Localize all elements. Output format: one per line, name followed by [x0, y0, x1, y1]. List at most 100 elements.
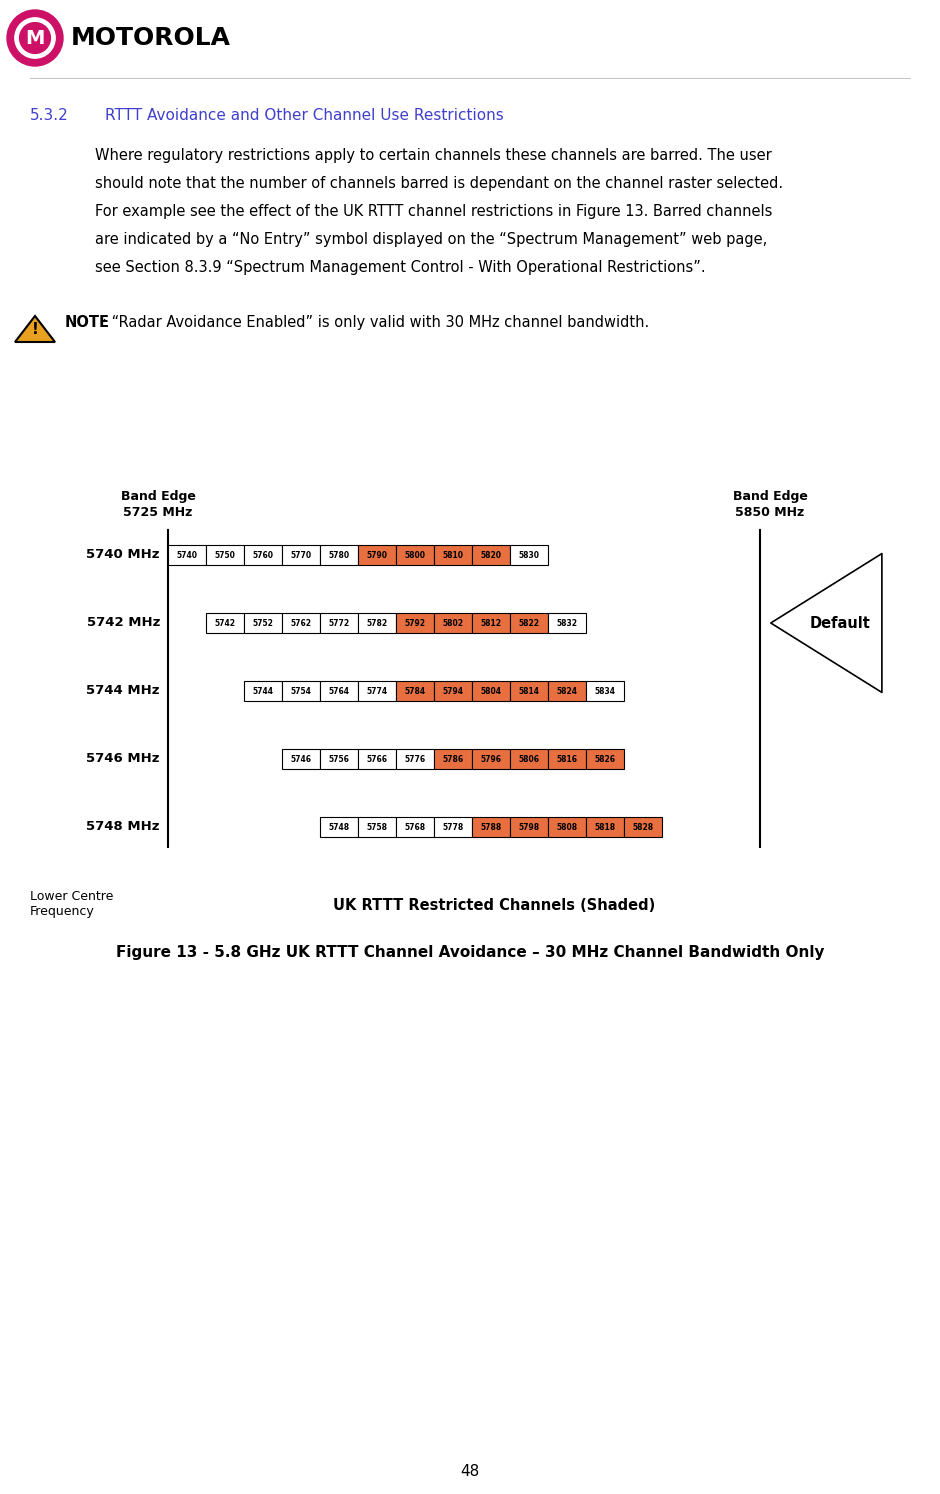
Text: 5760: 5760 — [253, 550, 274, 559]
Text: 5804: 5804 — [480, 687, 502, 696]
Bar — [434, 748, 472, 769]
Text: 5816: 5816 — [556, 754, 577, 763]
Polygon shape — [15, 317, 55, 342]
Bar — [358, 817, 396, 837]
Text: MOTOROLA: MOTOROLA — [71, 25, 231, 49]
Bar — [244, 545, 282, 565]
Bar — [434, 545, 472, 565]
Bar — [282, 748, 320, 769]
Text: 5782: 5782 — [367, 619, 387, 627]
Text: 5762: 5762 — [290, 619, 311, 627]
Text: : “Radar Avoidance Enabled” is only valid with 30 MHz channel bandwidth.: : “Radar Avoidance Enabled” is only vali… — [102, 315, 650, 330]
Text: 5750: 5750 — [214, 550, 235, 559]
Bar — [434, 681, 472, 701]
Text: 5744 MHz: 5744 MHz — [86, 684, 160, 698]
Text: 5796: 5796 — [480, 754, 502, 763]
Text: 5808: 5808 — [556, 823, 577, 832]
Circle shape — [20, 22, 51, 54]
Text: Band Edge: Band Edge — [120, 490, 196, 503]
Bar — [396, 613, 434, 633]
Bar — [396, 545, 434, 565]
Bar — [624, 817, 662, 837]
Text: 5784: 5784 — [404, 687, 426, 696]
Bar — [548, 681, 586, 701]
Bar — [320, 817, 358, 837]
Bar — [548, 817, 586, 837]
Text: 5790: 5790 — [367, 550, 387, 559]
Bar — [282, 613, 320, 633]
Text: 5814: 5814 — [519, 687, 540, 696]
Bar — [586, 748, 624, 769]
Text: 48: 48 — [461, 1464, 479, 1479]
Text: 5812: 5812 — [480, 619, 502, 627]
Text: !: ! — [32, 323, 39, 338]
Bar — [320, 613, 358, 633]
Bar — [358, 748, 396, 769]
Bar — [358, 681, 396, 701]
Bar — [586, 817, 624, 837]
Text: 5746: 5746 — [290, 754, 311, 763]
Text: see Section 8.3.9 “Spectrum Management Control - With Operational Restrictions”.: see Section 8.3.9 “Spectrum Management C… — [95, 260, 706, 275]
Bar — [510, 817, 548, 837]
Text: 5754: 5754 — [290, 687, 311, 696]
Text: 5.3.2: 5.3.2 — [30, 108, 69, 123]
Text: 5834: 5834 — [594, 687, 616, 696]
Text: 5742: 5742 — [214, 619, 236, 627]
Text: 5830: 5830 — [519, 550, 540, 559]
Text: 5802: 5802 — [443, 619, 463, 627]
Text: 5740: 5740 — [177, 550, 197, 559]
Text: 5756: 5756 — [329, 754, 350, 763]
Text: 5746 MHz: 5746 MHz — [86, 753, 160, 765]
Text: 5742 MHz: 5742 MHz — [86, 617, 160, 629]
Bar — [358, 545, 396, 565]
Bar — [510, 613, 548, 633]
Text: 5752: 5752 — [253, 619, 274, 627]
Circle shape — [15, 18, 55, 58]
Bar — [320, 681, 358, 701]
Bar — [206, 545, 244, 565]
Text: 5786: 5786 — [443, 754, 463, 763]
Bar — [434, 817, 472, 837]
Bar — [472, 681, 510, 701]
Text: 5780: 5780 — [328, 550, 350, 559]
Bar — [320, 748, 358, 769]
Text: Figure 13 - 5.8 GHz UK RTTT Channel Avoidance – 30 MHz Channel Bandwidth Only: Figure 13 - 5.8 GHz UK RTTT Channel Avoi… — [116, 946, 824, 961]
Text: NOTE: NOTE — [65, 315, 110, 330]
Bar — [434, 613, 472, 633]
Text: 5748 MHz: 5748 MHz — [86, 820, 160, 834]
Text: 5774: 5774 — [367, 687, 387, 696]
Bar — [510, 748, 548, 769]
Text: 5748: 5748 — [328, 823, 350, 832]
Text: Where regulatory restrictions apply to certain channels these channels are barre: Where regulatory restrictions apply to c… — [95, 148, 772, 163]
Text: 5725 MHz: 5725 MHz — [123, 506, 193, 518]
Bar — [168, 545, 206, 565]
Text: should note that the number of channels barred is dependant on the channel raste: should note that the number of channels … — [95, 176, 783, 191]
Text: 5826: 5826 — [594, 754, 616, 763]
Bar — [548, 748, 586, 769]
Text: 5772: 5772 — [328, 619, 350, 627]
Text: 5778: 5778 — [443, 823, 463, 832]
Bar — [396, 748, 434, 769]
Bar — [548, 613, 586, 633]
Bar — [282, 545, 320, 565]
Bar — [358, 613, 396, 633]
Text: 5820: 5820 — [480, 550, 502, 559]
Bar — [396, 817, 434, 837]
Text: 5800: 5800 — [404, 550, 426, 559]
Text: are indicated by a “No Entry” symbol displayed on the “Spectrum Management” web : are indicated by a “No Entry” symbol dis… — [95, 232, 767, 247]
Text: 5758: 5758 — [367, 823, 387, 832]
Text: 5810: 5810 — [443, 550, 463, 559]
Bar — [206, 613, 244, 633]
Text: 5818: 5818 — [594, 823, 616, 832]
Text: 5792: 5792 — [404, 619, 426, 627]
Bar — [396, 681, 434, 701]
Text: 5768: 5768 — [404, 823, 426, 832]
Circle shape — [7, 10, 63, 66]
Bar — [282, 681, 320, 701]
Text: 5850 MHz: 5850 MHz — [735, 506, 805, 518]
Bar — [510, 545, 548, 565]
Text: 5798: 5798 — [519, 823, 540, 832]
Bar — [244, 681, 282, 701]
Bar — [244, 613, 282, 633]
Text: Lower Centre
Frequency: Lower Centre Frequency — [30, 890, 114, 917]
